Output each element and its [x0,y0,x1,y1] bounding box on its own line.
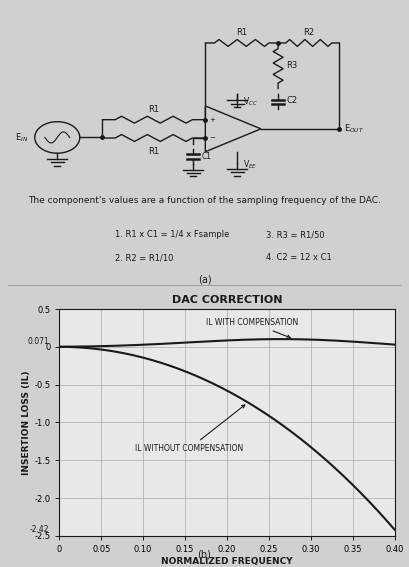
Text: +: + [209,117,215,122]
Y-axis label: INSERTION LOSS (IL): INSERTION LOSS (IL) [22,370,31,475]
Text: E$_{IN}$: E$_{IN}$ [15,131,29,143]
Text: E$_{OUT}$: E$_{OUT}$ [344,122,364,135]
Text: V$_{CC}$: V$_{CC}$ [243,96,258,108]
Text: C2: C2 [286,96,297,105]
Text: R1: R1 [148,105,160,114]
Text: −: − [209,135,215,141]
Text: (a): (a) [198,274,211,284]
Title: DAC CORRECTION: DAC CORRECTION [172,295,282,306]
Text: 3. R3 = R1/50: 3. R3 = R1/50 [266,230,324,239]
Text: (b): (b) [198,549,211,560]
Text: R1: R1 [236,28,247,37]
Text: IL WITH COMPENSATION: IL WITH COMPENSATION [206,318,298,338]
Text: V$_{EE}$: V$_{EE}$ [243,159,257,171]
Text: R2: R2 [303,28,315,37]
Text: 2. R2 = R1/10: 2. R2 = R1/10 [115,253,173,262]
Text: 4. C2 = 12 x C1: 4. C2 = 12 x C1 [266,253,332,262]
Text: -2.42: -2.42 [30,525,49,534]
Text: IL WITHOUT COMPENSATION: IL WITHOUT COMPENSATION [135,405,245,454]
Text: R1: R1 [148,147,160,155]
Text: R3: R3 [286,61,298,70]
Text: 0.071: 0.071 [27,337,49,346]
X-axis label: NORMALIZED FREQUENCY: NORMALIZED FREQUENCY [161,557,293,566]
Text: The component's values are a function of the sampling frequency of the DAC.: The component's values are a function of… [28,196,381,205]
Text: 1. R1 x C1 = 1/4 x Fsample: 1. R1 x C1 = 1/4 x Fsample [115,230,229,239]
Text: C1: C1 [201,152,211,161]
